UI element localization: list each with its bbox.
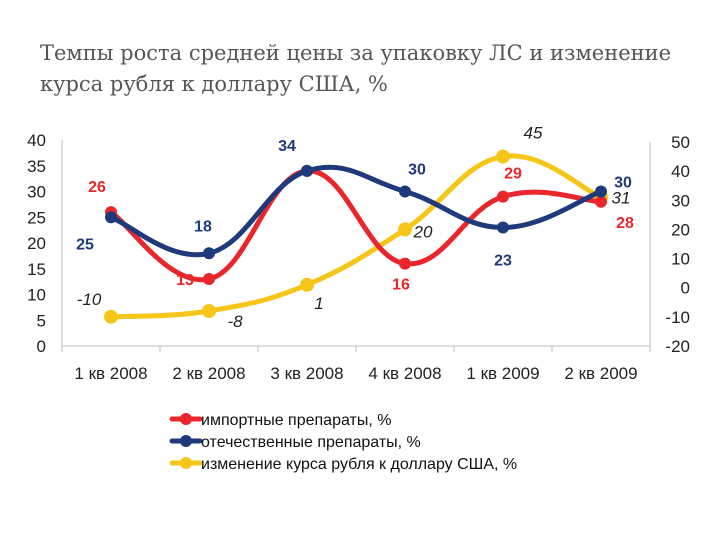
series-line-domestic [108, 164, 604, 258]
data-label-exchange-rate: 1 [314, 294, 323, 313]
legend-label-domestic: отечественные препараты, % [201, 434, 421, 451]
x-tick-label: 2 кв 2009 [564, 364, 637, 383]
y-right-tick-label: 40 [671, 162, 690, 181]
y-right-tick-label: 30 [671, 191, 690, 210]
y-left-tick-label: 30 [27, 183, 46, 202]
y-left-tick-label: 5 [37, 311, 46, 330]
y-left-tick-label: 15 [27, 260, 46, 279]
title-line-1: Темпы роста средней цены за упаковку ЛС … [40, 41, 672, 65]
data-label-domestic: 34 [278, 138, 296, 155]
y-right-tick-label: 20 [671, 220, 690, 239]
data-point-exchange-rate [398, 222, 412, 237]
data-label-exchange-rate: 20 [413, 222, 433, 241]
data-label-exchange-rate: 31 [612, 188, 631, 207]
data-point-domestic [301, 164, 313, 177]
legend-label-imports: импортные препараты, % [201, 412, 391, 429]
data-point-exchange-rate [300, 277, 314, 292]
data-point-imports [595, 195, 607, 208]
data-point-imports [399, 257, 411, 270]
data-point-domestic [399, 185, 411, 198]
data-label-domestic: 30 [408, 162, 426, 179]
data-label-imports: 28 [616, 215, 634, 232]
data-label-domestic: 23 [494, 253, 512, 270]
data-label-domestic: 25 [76, 236, 94, 253]
data-label-imports: 26 [88, 179, 106, 196]
legend-marker-exchange-rate [180, 457, 192, 469]
data-point-domestic [497, 221, 509, 234]
y-right-tick-label: 50 [671, 133, 690, 152]
data-label-domestic: 30 [614, 175, 632, 192]
y-right-tick-label: 10 [671, 250, 690, 269]
legend-label-exchange-rate: изменение курса рубля к доллару США, % [201, 456, 517, 473]
data-point-domestic [595, 185, 607, 198]
data-label-exchange-rate: -10 [77, 290, 102, 309]
data-point-exchange-rate [202, 304, 216, 319]
y-right-tick-label: -10 [665, 308, 690, 327]
page-title: Темпы роста средней цены за упаковку ЛС … [40, 38, 700, 100]
x-tick-label: 3 кв 2008 [270, 364, 343, 383]
series-line-exchange-rate [108, 153, 604, 320]
data-label-exchange-rate: -8 [227, 312, 243, 331]
data-label-imports: 13 [176, 272, 194, 289]
y-right-tick-label: 0 [681, 279, 690, 298]
y-left-tick-label: 10 [27, 286, 46, 305]
legend-marker-imports [180, 413, 192, 425]
data-point-domestic [105, 211, 117, 224]
x-tick-label: 4 кв 2008 [368, 364, 441, 383]
y-left-tick-label: 35 [27, 157, 46, 176]
y-left-tick-label: 20 [27, 234, 46, 253]
x-tick-label: 1 кв 2009 [466, 364, 539, 383]
x-tick-label: 1 кв 2008 [74, 364, 147, 383]
y-left-tick-label: 0 [37, 337, 46, 356]
data-point-exchange-rate [496, 149, 510, 164]
x-tick-label: 2 кв 2008 [172, 364, 245, 383]
data-point-imports [497, 190, 509, 203]
data-point-domestic [203, 247, 215, 260]
data-label-domestic: 18 [194, 218, 212, 235]
data-point-exchange-rate [104, 309, 118, 324]
legend-marker-domestic [180, 435, 192, 447]
y-left-tick-label: 25 [27, 208, 46, 227]
y-left-tick-label: 40 [27, 131, 46, 150]
data-label-imports: 16 [392, 277, 410, 294]
data-label-exchange-rate: 45 [524, 124, 543, 143]
y-right-tick-label: -20 [665, 337, 690, 356]
title-line-2: курса рубля к доллару США, % [40, 72, 388, 96]
data-label-imports: 29 [504, 166, 522, 183]
data-point-imports [203, 273, 215, 286]
